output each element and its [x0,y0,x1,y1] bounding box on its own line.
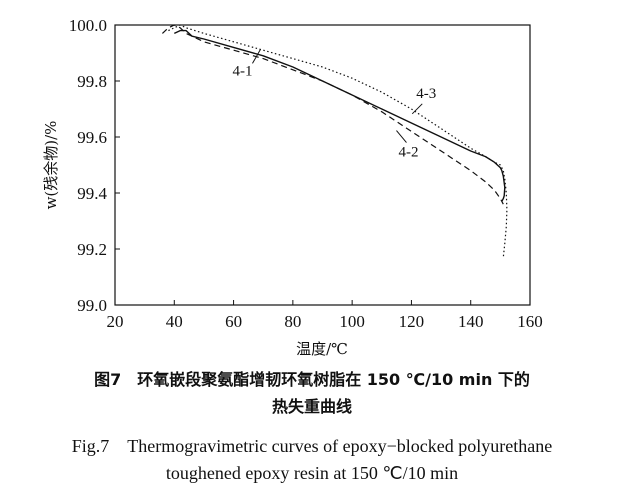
x-tick-label: 160 [517,312,543,331]
y-tick-label: 99.0 [77,296,107,315]
x-tick-label: 140 [458,312,484,331]
x-axis-label: 温度/℃ [296,340,348,358]
annotation-leader [411,103,423,115]
y-tick-label: 99.8 [77,72,107,91]
plot-border [114,24,531,306]
series-line-4-3 [168,24,508,258]
x-tick-label: 60 [225,312,242,331]
annotation-leader [396,130,407,143]
annotation-label-4-3: 4-3 [416,86,436,102]
figure-caption-en-line1: Fig.7 Thermogravimetric curves of epoxy−… [71,436,553,456]
annotation-label-4-1: 4-1 [232,63,252,79]
x-tick-label: 80 [284,312,301,331]
y-tick-label: 100.0 [69,16,107,35]
curve-annotations: 4-1 4-3 4-2 [232,49,436,161]
x-tick-label: 40 [166,312,183,331]
x-tick-label: 120 [399,312,425,331]
series-line-4-1 [173,29,506,202]
x-tick-label: 100 [339,312,365,331]
plot-area [114,24,531,306]
y-tick-label: 99.2 [77,240,107,259]
y-tick-label: 99.6 [77,128,107,147]
x-tick-label: 20 [107,312,124,331]
tga-chart: 20 40 60 80 100 120 140 160 99.0 99.2 99.4 99.6 99.8… [42,16,543,358]
y-axis-label: w(残余物)/% [42,121,60,210]
annotation-leader [252,49,261,64]
y-tick-label: 99.4 [77,184,107,203]
chart-series [161,24,508,258]
figure-caption-en-line2: toughened epoxy resin at 150 ℃/10 min [165,463,459,483]
series-line-4-2 [161,24,504,205]
axis-ticks: 20 40 60 80 100 120 140 160 99.0 99.2 99.4 99.6 99.8… [69,16,543,331]
figure-caption-cn-line2: 热失重曲线 [271,397,352,416]
annotation-label-4-2: 4-2 [398,145,418,161]
figure-caption-cn-line1: 图7 环氧嵌段聚氨酯增韧环氧树脂在 150 ℃/10 min 下的 [94,370,530,389]
